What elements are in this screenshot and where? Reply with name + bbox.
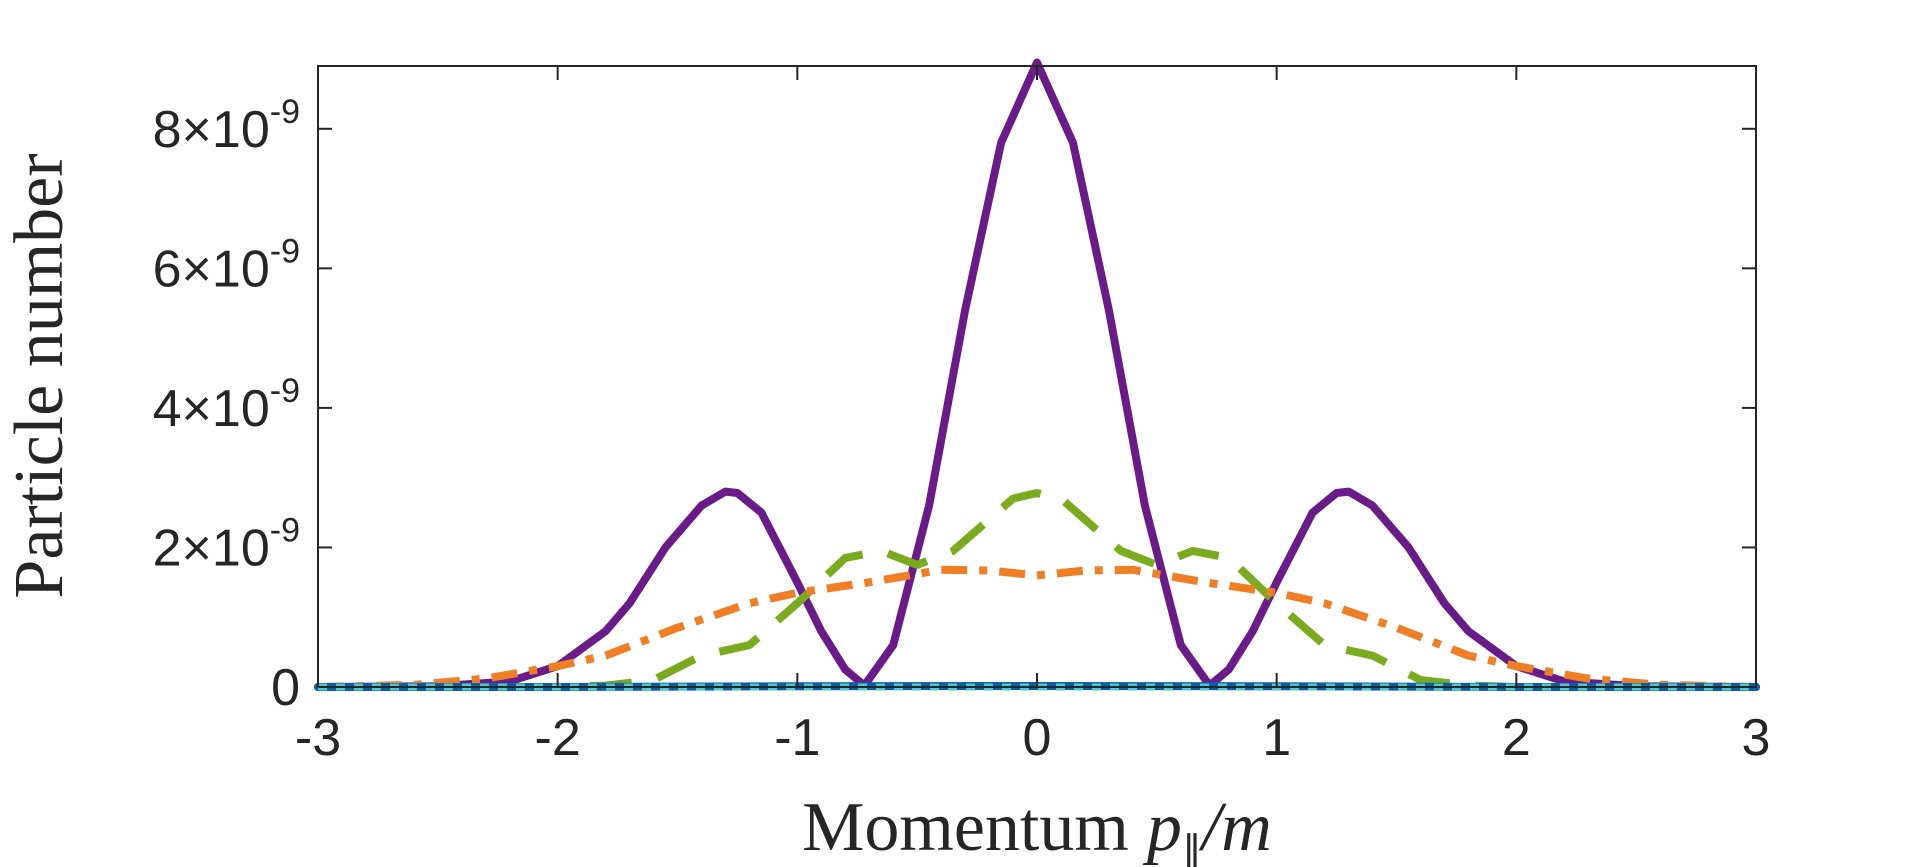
y-tick-label: 0 xyxy=(271,659,300,717)
x-axis-title-var: p xyxy=(1142,789,1182,866)
x-axis-title: Momentum p∥/m xyxy=(802,789,1272,867)
y-tick-exponent: -9 xyxy=(270,232,300,270)
y-tick-exponent: -9 xyxy=(270,511,300,549)
y-tick-times: ×10 xyxy=(182,240,270,298)
x-tick-label: 0 xyxy=(1023,709,1052,767)
x-tick-label: -1 xyxy=(774,709,820,767)
y-tick-mantissa: 6 xyxy=(153,240,182,298)
y-tick-label: 8×10-9 xyxy=(153,93,300,159)
x-tick-label: 3 xyxy=(1742,709,1771,767)
labels-layer: -3 -2 -1 0 1 2 302×10-94×10-96×10-98×10-9 xyxy=(153,93,1771,767)
y-tick-mantissa: 2 xyxy=(153,519,182,577)
ticks-layer xyxy=(317,66,1757,688)
x-tick-label: -3 xyxy=(295,709,341,767)
y-tick-exponent: -9 xyxy=(270,93,300,131)
y-axis-title: Particle number xyxy=(1,153,78,598)
y-tick-label: 2×10-9 xyxy=(153,511,300,577)
x-tick-label: 1 xyxy=(1262,709,1291,767)
y-tick-mantissa: 4 xyxy=(153,380,182,438)
y-tick-times: ×10 xyxy=(182,101,270,159)
x-axis-title-div: /m xyxy=(1198,789,1272,866)
series-line-3 xyxy=(317,565,1757,691)
x-axis-title-word: Momentum xyxy=(802,789,1129,866)
y-tick-exponent: -9 xyxy=(270,372,300,410)
x-tick-label: -2 xyxy=(535,709,581,767)
y-tick-times: ×10 xyxy=(182,519,270,577)
series-line-1 xyxy=(314,58,1760,691)
x-axis-title-sub: ∥ xyxy=(1182,828,1202,867)
plot-area xyxy=(318,66,1756,687)
x-tick-label: 2 xyxy=(1502,709,1531,767)
y-tick-times: ×10 xyxy=(182,380,270,438)
y-tick-label: 6×10-9 xyxy=(153,232,300,298)
y-tick-mantissa: 8 xyxy=(153,101,182,159)
series-line-2 xyxy=(318,489,1756,691)
y-tick-mantissa: 0 xyxy=(271,659,300,717)
y-tick-label: 4×10-9 xyxy=(153,372,300,438)
